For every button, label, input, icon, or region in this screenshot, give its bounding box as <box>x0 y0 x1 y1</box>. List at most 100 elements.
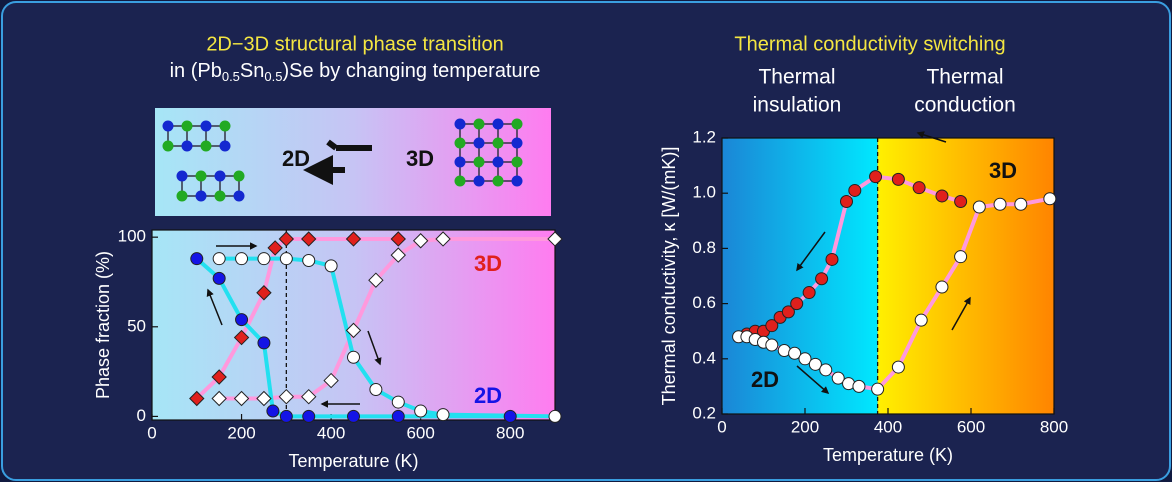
point <box>392 410 404 422</box>
atom <box>512 138 523 149</box>
x-axis-label: Temperature (K) <box>823 445 953 465</box>
y-tick-label: 0.6 <box>692 293 716 312</box>
atom <box>474 176 485 187</box>
atom <box>455 176 466 187</box>
y-tick-label: 0 <box>137 406 146 425</box>
point <box>913 182 925 194</box>
atom <box>474 119 485 130</box>
atom <box>512 157 523 168</box>
point <box>973 201 985 213</box>
point <box>303 254 315 266</box>
point <box>766 339 778 351</box>
point <box>258 253 270 265</box>
atom <box>512 119 523 130</box>
point <box>870 171 882 183</box>
point <box>392 396 404 408</box>
x-tick-label: 800 <box>496 423 524 442</box>
point <box>370 384 382 396</box>
point <box>936 190 948 202</box>
point <box>348 410 360 422</box>
atom <box>455 138 466 149</box>
point <box>936 281 948 293</box>
region-label: Thermal <box>758 66 835 89</box>
point <box>213 253 225 265</box>
x-tick-label: 400 <box>317 423 345 442</box>
atom <box>474 138 485 149</box>
point <box>872 383 884 395</box>
x-tick-label: 200 <box>227 423 255 442</box>
cold-region <box>722 138 878 414</box>
point <box>1044 193 1056 205</box>
y-tick-label: 0.4 <box>692 348 716 367</box>
atom <box>177 191 188 202</box>
point <box>994 198 1006 210</box>
x-tick-label: 600 <box>406 423 434 442</box>
figure: 2D−3D structural phase transitionin (Pb0… <box>0 0 1172 482</box>
point <box>213 272 225 284</box>
atom <box>234 191 245 202</box>
point <box>267 405 279 417</box>
annotation: 2D <box>474 383 502 408</box>
region-label: insulation <box>753 94 842 117</box>
atom <box>493 119 504 130</box>
point <box>303 410 315 422</box>
point <box>853 380 865 392</box>
point <box>325 260 337 272</box>
atom <box>163 121 174 132</box>
atom <box>196 171 207 182</box>
atom <box>182 141 193 152</box>
point <box>504 410 516 422</box>
atom <box>234 171 245 182</box>
y-tick-label: 50 <box>127 316 146 335</box>
atom <box>455 157 466 168</box>
point <box>803 287 815 299</box>
point <box>915 314 927 326</box>
atom <box>474 157 485 168</box>
y-tick-label: 0.2 <box>692 403 716 422</box>
subtitle-part: Sn <box>240 60 264 82</box>
point <box>236 314 248 326</box>
atom <box>201 141 212 152</box>
x-tick-label: 0 <box>147 423 156 442</box>
y-tick-label: 1.2 <box>692 127 716 146</box>
point <box>191 253 203 265</box>
point <box>549 410 561 422</box>
x-tick-label: 400 <box>874 417 902 436</box>
y-tick-label: 100 <box>118 227 146 246</box>
point <box>1015 198 1027 210</box>
y-axis-label: Phase fraction (%) <box>93 251 113 399</box>
region-label: conduction <box>914 94 1016 117</box>
atom <box>215 171 226 182</box>
point <box>892 361 904 373</box>
subtitle-part: 0.5 <box>264 69 282 84</box>
point <box>820 364 832 376</box>
atom <box>196 191 207 202</box>
annotation: 2D <box>751 367 779 392</box>
annotation: 3D <box>474 251 502 276</box>
subtitle-part: )Se by changing temperature <box>282 60 540 82</box>
chart-title: Thermal conductivity switching <box>734 33 1005 55</box>
point <box>280 410 292 422</box>
atom <box>215 191 226 202</box>
y-tick-label: 1.0 <box>692 183 716 202</box>
annotation: 3D <box>989 158 1017 183</box>
atom <box>455 119 466 130</box>
atom <box>493 138 504 149</box>
atom <box>512 176 523 187</box>
point <box>791 298 803 310</box>
atom <box>163 141 174 152</box>
point <box>236 253 248 265</box>
atom <box>220 141 231 152</box>
x-tick-label: 600 <box>957 417 985 436</box>
point <box>415 405 427 417</box>
diagram-label: 2D <box>282 146 310 171</box>
atom <box>177 171 188 182</box>
atom <box>182 121 193 132</box>
x-tick-label: 200 <box>791 417 819 436</box>
atom <box>201 121 212 132</box>
point <box>955 195 967 207</box>
point <box>841 195 853 207</box>
atom <box>493 157 504 168</box>
point <box>849 184 861 196</box>
x-tick-label: 800 <box>1040 417 1068 436</box>
